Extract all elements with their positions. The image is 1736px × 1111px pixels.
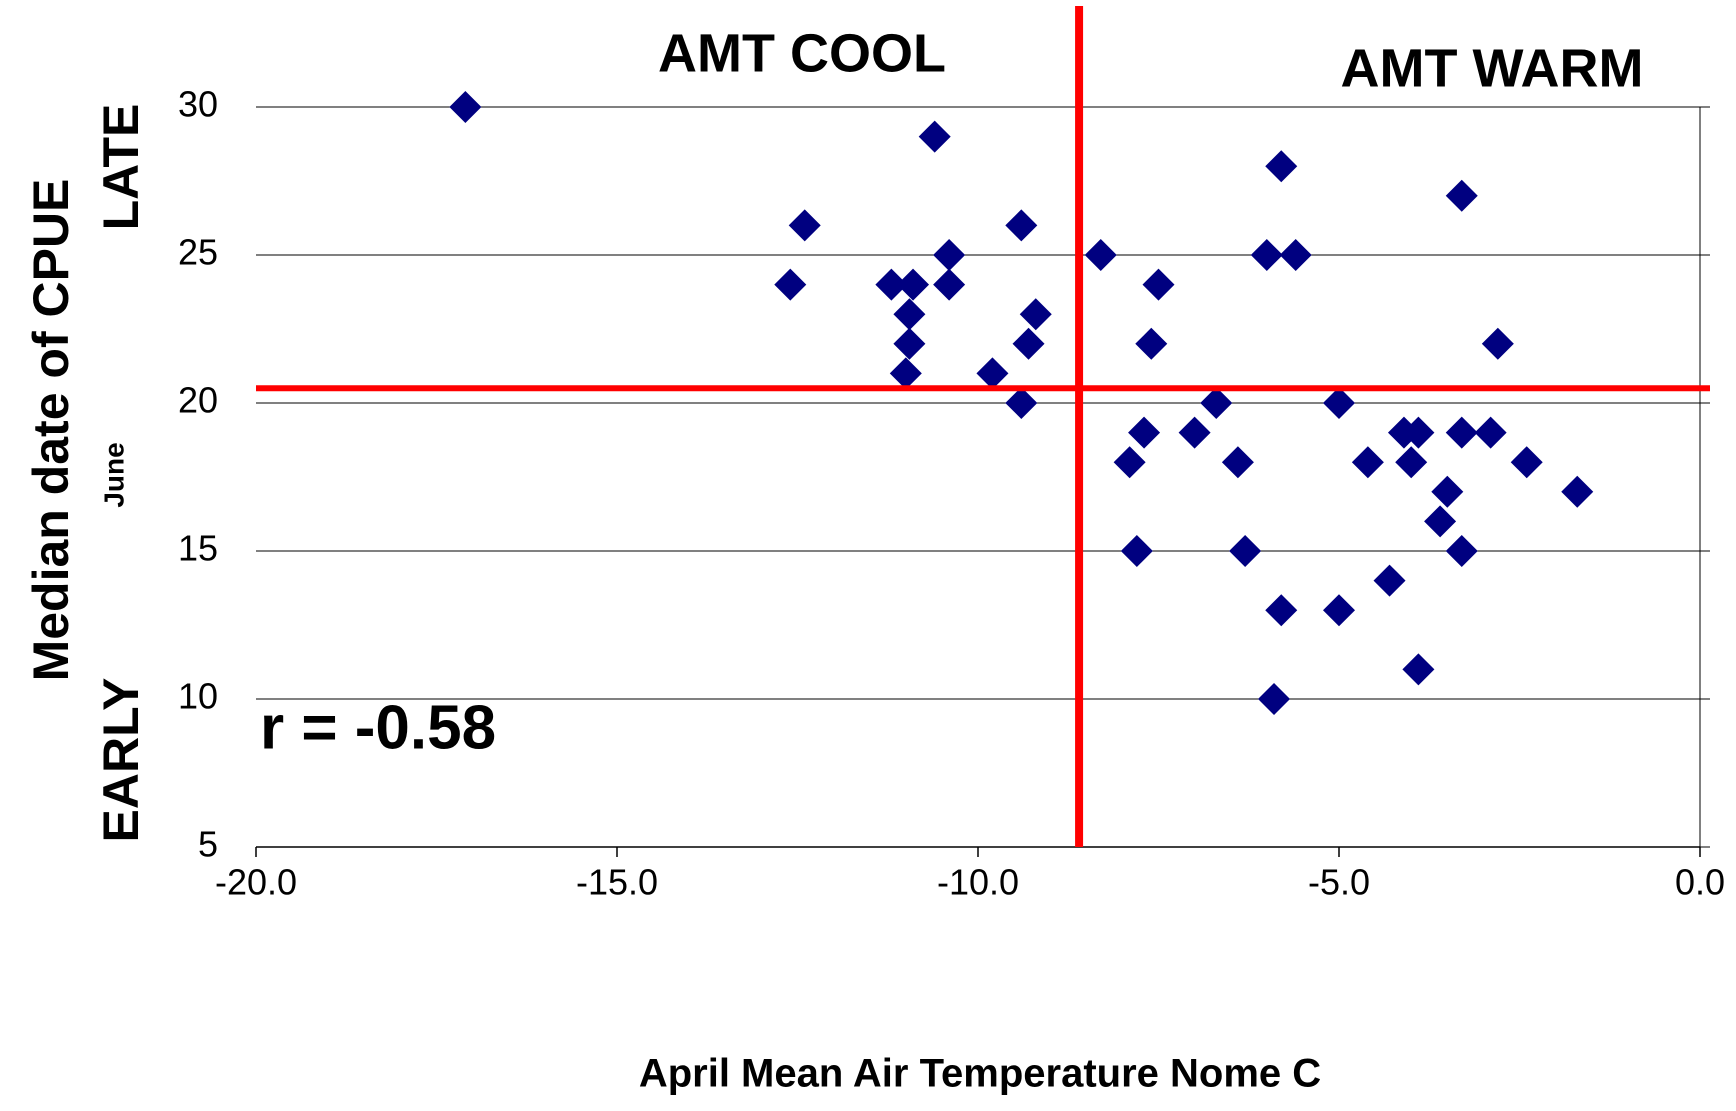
y-late-label: LATE	[93, 104, 149, 231]
point	[1323, 387, 1355, 419]
point	[1431, 475, 1464, 508]
point	[774, 268, 807, 301]
point	[1012, 327, 1045, 360]
point	[889, 357, 922, 390]
point	[1120, 535, 1153, 567]
point	[1005, 209, 1038, 242]
point	[933, 268, 966, 301]
point	[1445, 535, 1478, 567]
point	[1265, 594, 1298, 627]
y-tick-label: 25	[178, 232, 218, 273]
point	[1561, 475, 1594, 508]
point	[933, 239, 966, 271]
point	[1113, 446, 1146, 479]
y-unit: June	[98, 442, 129, 507]
annotation: r = -0.58	[260, 693, 496, 762]
point	[1351, 446, 1384, 479]
point	[1395, 446, 1428, 479]
point	[1481, 327, 1514, 360]
point	[1229, 535, 1262, 567]
point	[976, 357, 1009, 390]
point	[788, 209, 821, 242]
x-axis-title: April Mean Air Temperature Nome C	[639, 1052, 1321, 1096]
point	[1178, 416, 1211, 449]
y-tick-label: 10	[178, 676, 218, 717]
point	[1142, 268, 1175, 301]
point	[893, 298, 926, 331]
warm-label: AMT WARM	[1341, 38, 1644, 98]
point	[875, 268, 908, 301]
point	[449, 91, 482, 123]
x-tick-label: -5.0	[1308, 862, 1370, 903]
x-tick-label: -10.0	[937, 862, 1019, 903]
point	[1373, 564, 1406, 597]
y-tick-label: 30	[178, 84, 218, 125]
point	[1445, 416, 1478, 449]
x-tick-label: 0.0	[1675, 862, 1725, 903]
point	[1445, 179, 1478, 212]
point	[897, 268, 930, 301]
point	[1221, 446, 1254, 479]
x-tick-label: -15.0	[576, 862, 658, 903]
point	[1510, 446, 1543, 479]
point	[1084, 239, 1117, 271]
point	[1258, 683, 1291, 715]
point	[1019, 298, 1052, 331]
point	[1323, 594, 1355, 627]
y-axis-title: Median date of CPUE	[23, 179, 79, 682]
point	[1200, 387, 1233, 419]
point	[893, 327, 926, 360]
point	[1265, 150, 1298, 183]
y-tick-label: 20	[178, 380, 218, 421]
point	[1135, 327, 1168, 360]
y-tick-label: 15	[178, 528, 218, 569]
point	[1474, 416, 1507, 449]
x-tick-label: -20.0	[215, 862, 297, 903]
point	[1128, 416, 1161, 449]
y-early-label: EARLY	[93, 678, 149, 843]
point	[1402, 416, 1435, 449]
cool-label: AMT COOL	[658, 23, 946, 83]
point	[1005, 387, 1038, 419]
point	[1402, 653, 1435, 686]
y-tick-label: 5	[198, 824, 218, 865]
point	[1424, 505, 1457, 538]
point	[1250, 239, 1283, 271]
point	[1279, 239, 1312, 271]
point	[918, 120, 951, 153]
